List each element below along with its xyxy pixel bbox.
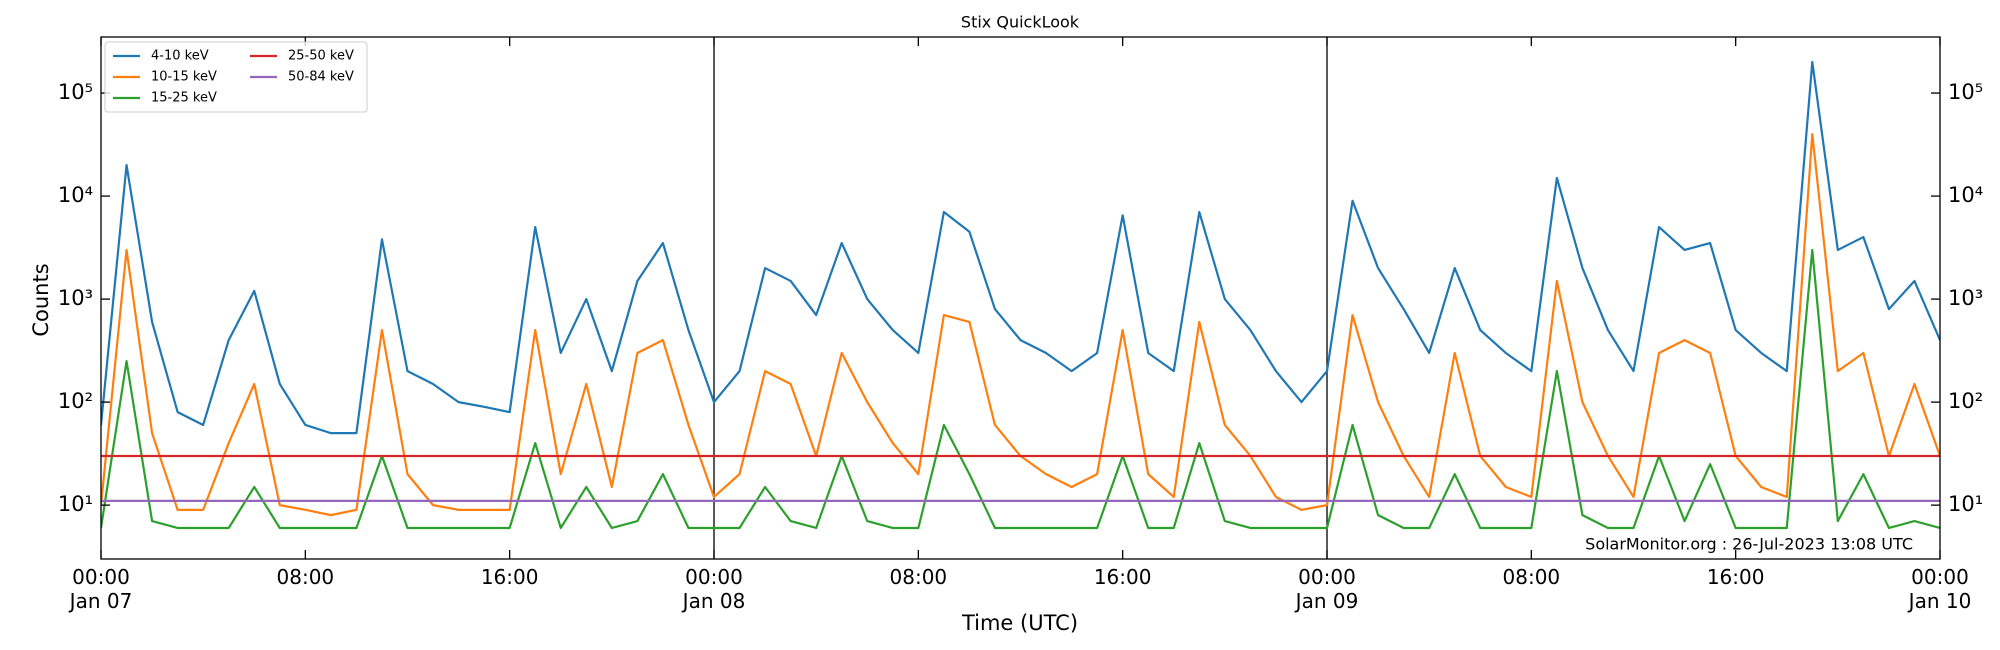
x-tick-label: 00:00 Jan 07 (69, 565, 133, 613)
series-line (101, 132, 1940, 517)
y-tick-label-right: 10² (1948, 389, 1983, 413)
y-tick-label-right: 10⁴ (1948, 183, 1983, 207)
plot-frame (100, 36, 1941, 560)
y-tick-label: 10⁵ (58, 80, 93, 104)
annotation: SolarMonitor.org : 26-Jul-2023 13:08 UTC (1585, 535, 1913, 554)
x-tick-label: 08:00 (889, 565, 948, 589)
y-tick-label: 10¹ (58, 492, 93, 516)
x-tick-label: 16:00 (1093, 565, 1152, 589)
series-line (101, 248, 1940, 530)
legend-label: 50-84 keV (288, 70, 354, 85)
x-tick-label: 16:00 (1706, 565, 1765, 589)
y-axis-label: Counts (29, 263, 53, 336)
x-tick-label: 00:00 Jan 10 (1908, 565, 1972, 613)
legend: 4-10 keV 10-15 keV 15-25 keV 25-50 keV 50-84… (104, 41, 368, 113)
legend-label: 25-50 keV (288, 49, 354, 64)
x-tick-label: 08:00 (1502, 565, 1561, 589)
series-line (101, 60, 1940, 435)
y-tick-label-right: 10³ (1948, 286, 1983, 310)
legend-label: 10-15 keV (151, 70, 217, 85)
chart-title: Stix QuickLook (961, 13, 1080, 32)
legend-label: 15-25 keV (151, 91, 217, 106)
x-tick-label: 08:00 (276, 565, 335, 589)
y-tick-label: 10² (58, 389, 93, 413)
x-tick-label: 16:00 (480, 565, 539, 589)
x-tick-label: 00:00 Jan 09 (1295, 565, 1359, 613)
y-tick-label: 10⁴ (58, 183, 93, 207)
legend-label: 4-10 keV (151, 49, 209, 64)
legend-box (104, 41, 368, 113)
y-tick-label-right: 10⁵ (1948, 80, 1983, 104)
y-tick-label-right: 10¹ (1948, 492, 1983, 516)
x-axis-label: Time (UTC) (961, 611, 1078, 635)
y-tick-label: 10³ (58, 286, 93, 310)
x-tick-label: 00:00 Jan 08 (682, 565, 746, 613)
